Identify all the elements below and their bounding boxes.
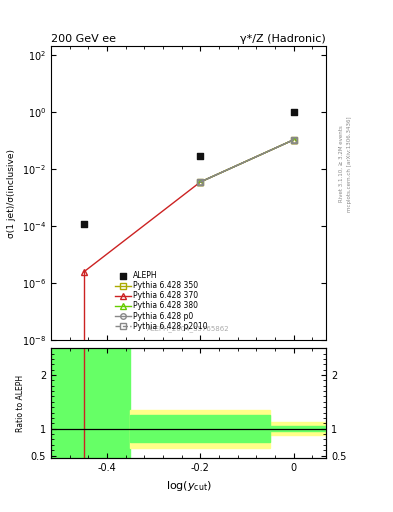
Line: Pythia 6.428 380: Pythia 6.428 380 (198, 137, 296, 185)
Bar (270, 426, 326, 432)
Pythia 6.428 p2010 (198, 179, 203, 185)
Bar (130, 415, 270, 442)
Bar (270, 422, 326, 435)
Pythia 6.428 350 (291, 137, 296, 143)
Pythia 6.428 p0 (291, 137, 296, 143)
ALEPH (290, 108, 297, 116)
Line: Pythia 6.428 370: Pythia 6.428 370 (81, 137, 296, 275)
Text: 200 GeV ee: 200 GeV ee (51, 34, 116, 44)
Bar (130, 410, 270, 447)
Pythia 6.428 370 (81, 269, 86, 275)
Line: Pythia 6.428 350: Pythia 6.428 350 (198, 137, 296, 185)
Y-axis label: σ(1 jet)/σ(inclusive): σ(1 jet)/σ(inclusive) (7, 149, 17, 238)
Text: mcplots.cern.ch [arXiv:1306.3436]: mcplots.cern.ch [arXiv:1306.3436] (347, 116, 352, 211)
Pythia 6.428 380 (291, 137, 296, 143)
Y-axis label: Ratio to ALEPH: Ratio to ALEPH (16, 375, 25, 432)
Text: Rivet 3.1.10, ≥ 3.2M events: Rivet 3.1.10, ≥ 3.2M events (339, 125, 344, 202)
Pythia 6.428 370 (291, 137, 296, 143)
Text: ALEPH_2004_S5765862: ALEPH_2004_S5765862 (147, 325, 230, 332)
Pythia 6.428 p2010 (291, 137, 296, 143)
Legend: ALEPH, Pythia 6.428 350, Pythia 6.428 370, Pythia 6.428 380, Pythia 6.428 p0, Py: ALEPH, Pythia 6.428 350, Pythia 6.428 37… (116, 271, 208, 331)
Bar (51, 348, 130, 458)
Text: γ*/Z (Hadronic): γ*/Z (Hadronic) (241, 34, 326, 44)
Line: Pythia 6.428 p0: Pythia 6.428 p0 (198, 137, 296, 185)
Pythia 6.428 p0 (198, 179, 203, 185)
ALEPH (81, 220, 87, 228)
Pythia 6.428 350 (198, 179, 203, 185)
Line: Pythia 6.428 p2010: Pythia 6.428 p2010 (198, 137, 296, 185)
X-axis label: $\log(y_\mathrm{cut})$: $\log(y_\mathrm{cut})$ (166, 479, 211, 493)
Pythia 6.428 380 (198, 179, 203, 185)
Pythia 6.428 370 (198, 179, 203, 185)
ALEPH (197, 152, 204, 160)
